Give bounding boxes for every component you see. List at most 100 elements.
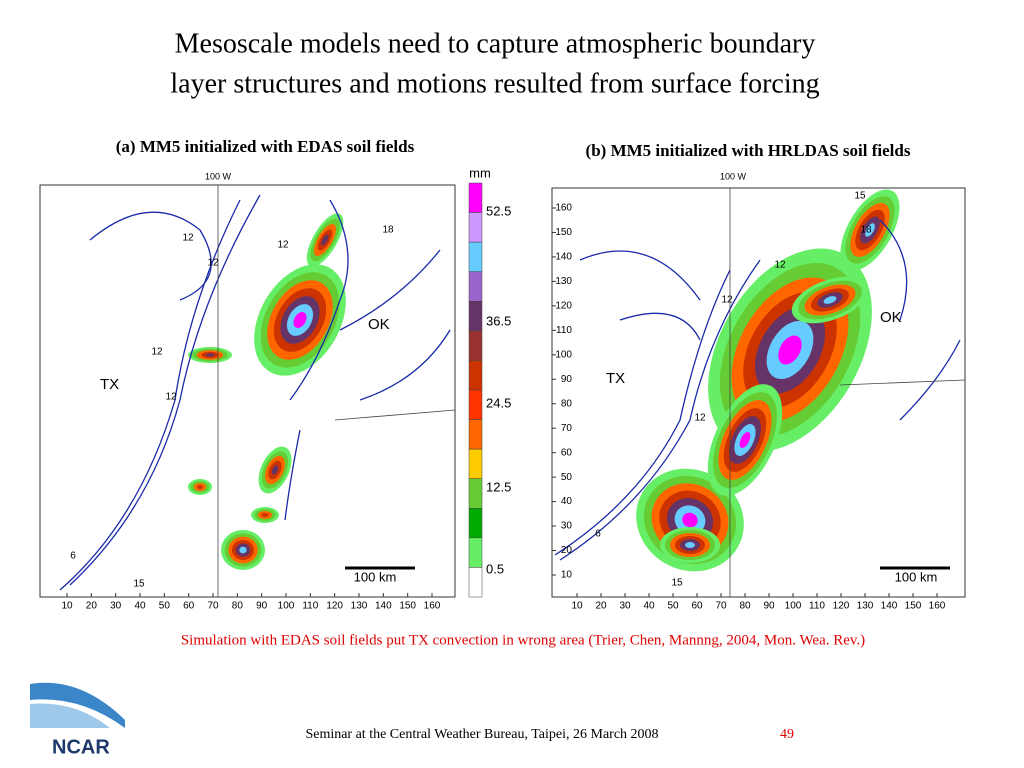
- precip-area: [239, 546, 247, 554]
- y-tick-label: 140: [555, 252, 572, 263]
- contour-label: 15: [133, 579, 145, 590]
- colorbar-label: 24.5: [486, 395, 511, 410]
- title-line: Mesoscale models need to capture atmosph…: [175, 28, 816, 59]
- y-tick-label: 80: [561, 398, 573, 409]
- precip-area: [321, 234, 329, 246]
- x-tick-label: 110: [302, 601, 318, 612]
- y-tick-label: 100: [555, 349, 572, 360]
- contour-line: [839, 379, 966, 386]
- colorbar-swatch: [468, 182, 483, 213]
- y-tick-label: 150: [555, 227, 572, 238]
- y-tick-label: 50: [561, 472, 573, 483]
- contour-label: 12: [774, 260, 786, 271]
- precip-area: [271, 465, 279, 475]
- contour-line: [619, 312, 701, 341]
- x-tick-label: 130: [857, 601, 874, 612]
- title-line: layer structures and motions resulted fr…: [170, 68, 819, 99]
- contour-line: [284, 429, 301, 521]
- contour-label: 15: [854, 191, 866, 202]
- contour-line: [554, 269, 731, 556]
- contour-line: [89, 211, 212, 301]
- x-tick-label: 80: [232, 601, 244, 612]
- x-tick-label: 40: [134, 601, 146, 612]
- contour-line: [334, 409, 456, 421]
- region-label: TX: [606, 370, 625, 387]
- contour-label: 18: [382, 225, 394, 236]
- y-tick-label: 110: [556, 325, 572, 336]
- x-tick-label: 160: [929, 601, 946, 612]
- x-tick-label: 80: [739, 601, 751, 612]
- precip-area: [865, 223, 875, 237]
- x-tick-label: 150: [905, 601, 922, 612]
- contour-line: [359, 329, 451, 401]
- contour-label: 12: [165, 392, 177, 403]
- colorbar-swatch: [468, 448, 483, 479]
- precip-area: [778, 335, 802, 365]
- y-tick-label: 70: [561, 423, 573, 434]
- x-tick-label: 110: [809, 601, 825, 612]
- contour-label: 12: [721, 295, 733, 306]
- scale-label: 100 km: [895, 569, 938, 584]
- colorbar-swatch: [468, 389, 483, 420]
- x-tick-label: 130: [351, 601, 368, 612]
- y-tick-label: 10: [561, 570, 573, 581]
- footer-text: Seminar at the Central Weather Bureau, T…: [305, 727, 658, 742]
- precip-area: [197, 485, 203, 489]
- contour-label: 12: [207, 258, 219, 269]
- longitude-label: 100 W: [205, 171, 232, 181]
- contour-line: [339, 249, 441, 331]
- logo-text: NCAR: [52, 736, 110, 758]
- colorbar-swatch: [468, 301, 483, 332]
- logo: NCAR: [30, 682, 125, 758]
- x-tick-label: 50: [159, 601, 171, 612]
- contour-label: 12: [182, 233, 194, 244]
- map-frame: [39, 184, 456, 598]
- precip-area: [823, 296, 837, 304]
- precip-area: [682, 512, 698, 528]
- x-tick-label: 90: [256, 601, 268, 612]
- x-tick-label: 40: [643, 601, 655, 612]
- colorbar-swatch: [468, 478, 483, 509]
- colorbar-swatch: [468, 567, 483, 598]
- x-tick-label: 70: [715, 601, 727, 612]
- precip-area: [739, 432, 751, 448]
- region-label: OK: [880, 309, 902, 326]
- y-tick-label: 160: [555, 203, 572, 214]
- x-tick-label: 20: [86, 601, 98, 612]
- note: Simulation with EDAS soil fields put TX …: [181, 632, 865, 648]
- region-label: TX: [100, 376, 119, 393]
- x-tick-label: 160: [424, 601, 441, 612]
- colorbar: mm 52.5 36.5 24.5 12.5 0.5: [468, 165, 511, 598]
- x-tick-label: 60: [183, 601, 195, 612]
- contour-line: [289, 199, 349, 401]
- x-tick-label: 100: [278, 601, 295, 612]
- logo-swoosh: [30, 703, 110, 728]
- precip-area: [685, 542, 695, 548]
- x-tick-label: 30: [619, 601, 631, 612]
- contour-label: 6: [595, 529, 601, 540]
- colorbar-swatch: [468, 241, 483, 272]
- colorbar-unit: mm: [469, 165, 491, 180]
- x-tick-label: 120: [326, 601, 343, 612]
- y-tick-label: 20: [561, 545, 573, 556]
- region-label: OK: [368, 316, 390, 333]
- contour-line: [579, 250, 701, 301]
- colorbar-swatch: [468, 537, 483, 568]
- x-tick-label: 30: [110, 601, 122, 612]
- colorbar-swatch: [468, 419, 483, 450]
- contour-label: 12: [151, 347, 163, 358]
- contour-line: [899, 339, 961, 421]
- x-tick-label: 140: [375, 601, 392, 612]
- x-tick-label: 150: [399, 601, 416, 612]
- y-tick-label: 30: [561, 521, 573, 532]
- x-tick-label: 50: [667, 601, 679, 612]
- x-tick-label: 100: [785, 601, 802, 612]
- x-tick-label: 140: [881, 601, 898, 612]
- page-number: 49: [780, 727, 794, 742]
- y-tick-label: 40: [561, 496, 573, 507]
- x-tick-label: 10: [61, 601, 73, 612]
- contour-line: [879, 219, 908, 321]
- colorbar-swatch: [468, 212, 483, 243]
- x-tick-label: 10: [571, 601, 583, 612]
